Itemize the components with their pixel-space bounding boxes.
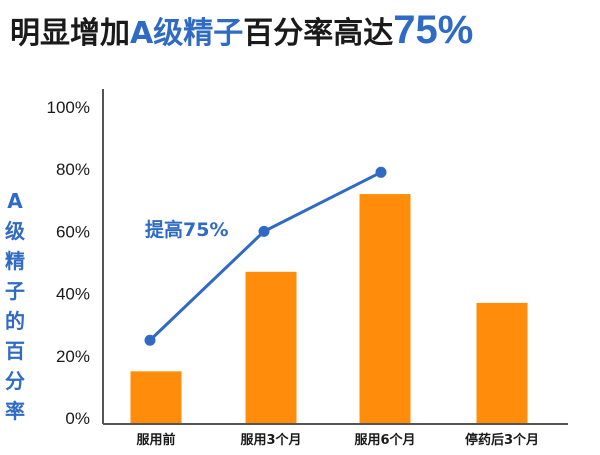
y-axis-label-char: 率 bbox=[5, 399, 25, 423]
y-tick-label: 0% bbox=[65, 409, 90, 428]
y-tick-label: 100% bbox=[47, 98, 90, 117]
bar bbox=[359, 194, 411, 424]
annotation-label: 提高75% bbox=[145, 218, 228, 241]
y-axis-ticks: 0% 20% 40% 60% 80% 100% bbox=[47, 98, 90, 428]
y-axis-label-char: A bbox=[7, 189, 23, 213]
y-axis-label-char: 级 bbox=[5, 219, 25, 243]
trend-point bbox=[258, 225, 270, 237]
y-axis-label-char: 的 bbox=[5, 309, 25, 333]
title-part-3: 百分率高达 bbox=[243, 16, 394, 51]
y-axis-label-char: 分 bbox=[5, 369, 25, 393]
x-tick-label: 服用前 bbox=[136, 432, 175, 448]
bar bbox=[130, 371, 182, 424]
line-series bbox=[144, 166, 387, 346]
bar bbox=[476, 302, 528, 424]
y-tick-label: 20% bbox=[56, 347, 90, 366]
chart-title: 明显增加A级精子百分率高达75% bbox=[10, 6, 473, 54]
y-tick-label: 40% bbox=[56, 285, 90, 304]
y-axis-label-char: 精 bbox=[5, 249, 25, 273]
y-tick-label: 60% bbox=[56, 222, 90, 241]
x-tick-label: 服用3个月 bbox=[240, 432, 301, 448]
title-part-4: 75% bbox=[393, 8, 474, 52]
title-part-1: 明显增加 bbox=[10, 16, 130, 51]
y-axis-label: A 级 精 子 的 百 分 率 bbox=[2, 186, 28, 426]
y-tick-label: 80% bbox=[56, 160, 90, 179]
trend-point bbox=[375, 166, 387, 178]
x-tick-label: 服用6个月 bbox=[354, 432, 415, 448]
trend-point bbox=[144, 334, 156, 346]
x-axis-ticks: 服用前 服用3个月 服用6个月 停药后3个月 bbox=[136, 432, 539, 448]
bar-series bbox=[130, 194, 528, 424]
title-part-2: A级精子 bbox=[130, 16, 244, 51]
bar bbox=[245, 271, 297, 424]
y-axis-label-char: 子 bbox=[5, 279, 25, 303]
y-axis-label-char: 百 bbox=[5, 339, 25, 363]
x-tick-label: 停药后3个月 bbox=[465, 432, 539, 448]
